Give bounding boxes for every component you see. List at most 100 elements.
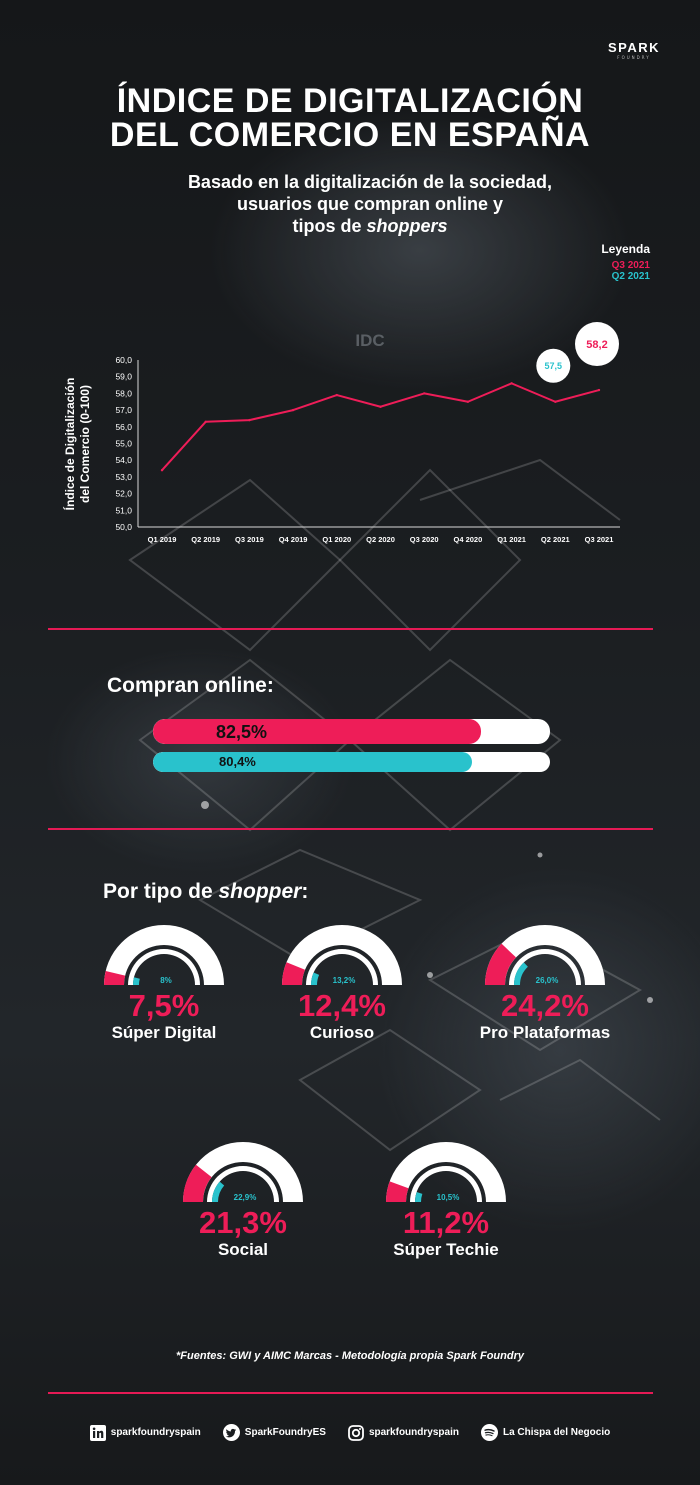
gauge-q2-label: 8% <box>160 976 172 985</box>
sources-note: *Fuentes: GWI y AIMC Marcas - Metodologí… <box>176 1350 524 1362</box>
idc-data-point <box>291 408 295 412</box>
gauge-outer-track <box>183 1142 303 1202</box>
gauge-q2-arc <box>514 962 528 985</box>
gauge-inner-track <box>509 949 581 985</box>
idc-data-point <box>335 393 338 397</box>
gauge-inner-track <box>207 1166 279 1202</box>
x-tick-label: Q1 2019 <box>148 535 177 544</box>
idc-data-point <box>248 418 251 422</box>
x-tick-label: Q4 2019 <box>279 535 308 544</box>
callout-bubble <box>536 348 571 383</box>
online-bar-q3-track <box>153 719 550 744</box>
gauge-q3-arc <box>104 970 126 985</box>
shopper-title: Por tipo de shopper: <box>103 880 308 904</box>
shopper-gauge: 22,9% 21,3% Social <box>163 1140 323 1260</box>
x-tick-label: Q3 2021 <box>585 535 614 544</box>
idc-data-point <box>554 400 557 403</box>
callout-label: 58,2 <box>586 339 607 351</box>
footer-twitter[interactable]: SparkFoundryES <box>222 1424 326 1441</box>
gauge-chart: 13,2% <box>282 925 402 985</box>
logo-sub: FOUNDRY <box>617 55 651 60</box>
shopper-gauge: 10,5% 11,2% Súper Techie <box>366 1140 526 1260</box>
x-tick-label: Q2 2020 <box>366 535 395 544</box>
gauge-q3-value: 21,3% <box>199 1205 287 1240</box>
footer-social: sparkfoundryspain SparkFoundryES sparkfo… <box>0 1424 700 1441</box>
idc-data-point <box>204 420 207 423</box>
idc-line-chart: IDC Índice de Digitalizacióndel Comercio … <box>62 322 620 544</box>
gauge-q3-value: 7,5% <box>128 988 200 1023</box>
shopper-gauge: 26,0% 24,2% Pro Plataformas <box>465 923 625 1043</box>
x-tick-label: Q1 2021 <box>497 535 526 544</box>
online-bar-q2-track <box>153 752 550 772</box>
shopper-gauge: 8% 7,5% Súper Digital <box>84 923 244 1043</box>
y-tick-label: 56,0 <box>115 422 132 432</box>
subtitle-line-3-prefix: tipos de <box>292 216 367 236</box>
gauge-inner-track <box>306 949 378 985</box>
idc-data-point <box>597 388 601 392</box>
subtitle-line-1: Basado en la digitalización de la socied… <box>187 172 553 192</box>
idc-data-point <box>379 405 382 408</box>
gauge-outer-track <box>485 925 605 985</box>
idc-series-line <box>161 382 600 471</box>
footer-spotify[interactable]: La Chispa del Negocio <box>480 1424 611 1441</box>
y-tick-label: 53,0 <box>115 472 132 482</box>
gauge-name: Curioso <box>309 1023 375 1042</box>
gauge-q2-arc <box>311 972 320 985</box>
shopper-gauge: 13,2% 12,4% Curioso <box>262 923 422 1043</box>
y-tick-label: 59,0 <box>115 372 132 382</box>
gauge-q2-label: 22,9% <box>234 1193 257 1202</box>
idc-data-point <box>466 400 470 403</box>
x-tick-label: Q3 2020 <box>410 535 439 544</box>
x-tick-label: Q2 2021 <box>541 535 570 544</box>
y-tick-label: 54,0 <box>115 455 132 465</box>
page-subtitle: Basado en la digitalización de la socied… <box>0 171 700 237</box>
gauge-q3-value: 12,4% <box>298 988 386 1023</box>
title-line-2: DEL COMERCIO EN ESPAÑA <box>109 116 591 154</box>
online-title: Compran online: <box>107 674 274 697</box>
divider-bottom <box>48 1392 653 1394</box>
gauge-outer-track <box>282 925 402 985</box>
y-tick-label: 60,0 <box>115 355 132 365</box>
page-title: ÍNDICE DE DIGITALIZACIÓN DEL COMERCIO EN… <box>0 84 700 152</box>
gauge-q2-arc <box>415 1191 423 1202</box>
footer-instagram[interactable]: sparkfoundryspain <box>348 1424 459 1441</box>
chart-title: IDC <box>355 331 384 350</box>
gauge-outer-track <box>386 1142 506 1202</box>
spark-foundry-logo: SPARK FOUNDRY <box>608 40 660 60</box>
gauge-chart: 22,9% <box>183 1142 303 1202</box>
online-bar-q3-fill <box>153 719 481 744</box>
footer-twitter-label: SparkFoundryES <box>244 1427 326 1438</box>
online-bar-q2-fill <box>153 752 473 772</box>
subtitle-line-3: tipos de shoppers <box>0 215 700 237</box>
gauge-chart: 26,0% <box>485 925 605 985</box>
gauge-chart: 8% <box>104 925 224 985</box>
callout-bubble <box>575 322 619 367</box>
gauge-inner-track <box>410 1166 482 1202</box>
gauge-q3-value: 11,2% <box>402 1205 490 1240</box>
gauge-name: Social <box>217 1240 269 1259</box>
y-axis-label-line-1: Índice de Digitalización <box>62 378 77 511</box>
legend-title: Leyenda <box>601 242 650 256</box>
gauge-q2-label: 13,2% <box>333 976 356 985</box>
linkedin-icon <box>89 1424 106 1441</box>
footer-spotify-label: La Chispa del Negocio <box>502 1427 611 1438</box>
legend: Leyenda Q3 2021 Q2 2021 <box>601 242 650 282</box>
legend-item-q2: Q2 2021 <box>611 271 650 282</box>
gauge-q3-arc <box>485 943 517 985</box>
gauge-name: Pro Plataformas <box>479 1023 611 1042</box>
gauge-q2-arc <box>212 1181 225 1202</box>
callout-label: 57,5 <box>545 361 563 371</box>
gauge-q2-label: 10,5% <box>437 1193 460 1202</box>
y-axis-label: Índice de Digitalizacióndel Comercio (0-… <box>62 378 92 511</box>
gauge-name: Súper Digital <box>111 1023 217 1042</box>
footer-linkedin-label: sparkfoundryspain <box>110 1427 201 1438</box>
gauge-name: Súper Techie <box>393 1240 499 1259</box>
shopper-title-suffix: : <box>301 880 309 903</box>
footer-instagram-label: sparkfoundryspain <box>368 1427 459 1438</box>
idc-data-point <box>423 392 426 395</box>
gauge-q3-arc <box>282 962 305 985</box>
idc-data-point <box>160 469 164 472</box>
footer-linkedin[interactable]: sparkfoundryspain <box>89 1424 201 1441</box>
shopper-title-em: shopper <box>218 880 302 903</box>
